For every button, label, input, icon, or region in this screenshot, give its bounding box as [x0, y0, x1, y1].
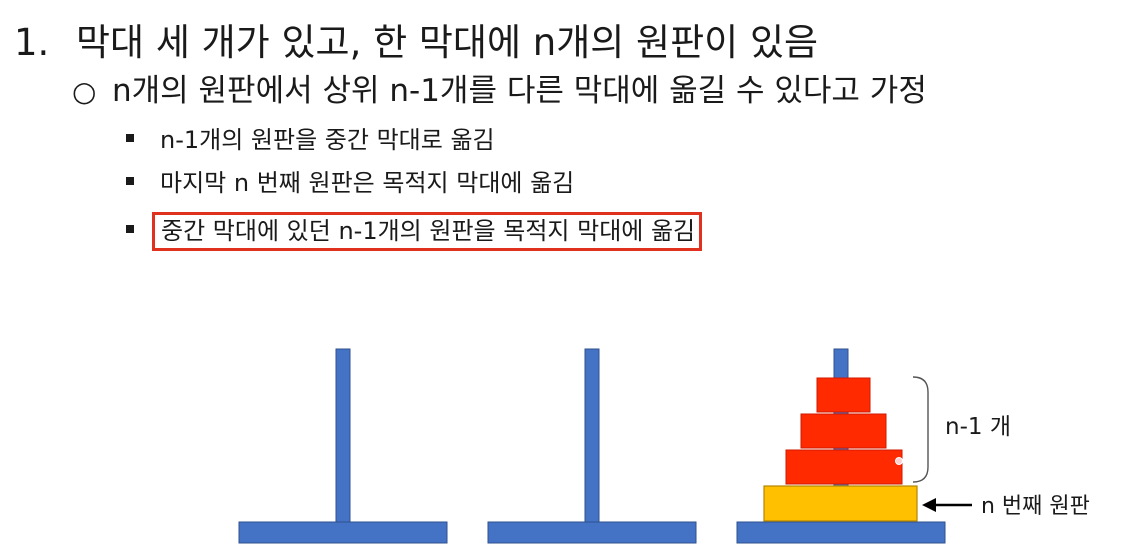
detail-text-2: 마지막 n 번째 원판은 목적지 막대에 옮김 [160, 169, 575, 197]
detail-text-1: n-1개의 원판을 중간 막대로 옮김 [160, 126, 495, 154]
square-bullet-icon [126, 177, 134, 185]
peg-source-base [238, 521, 448, 544]
disk-large [785, 449, 903, 485]
peg-middle [487, 348, 697, 544]
peg-destination-base [736, 521, 946, 544]
step-1-text: 막대 세 개가 있고, 한 막대에 n개의 원판이 있음 [76, 21, 819, 64]
peg-source-pole [335, 348, 351, 524]
square-bullet-icon [126, 225, 134, 233]
sub-step: ○ n개의 원판에서 상위 n-1개를 다른 막대에 옮길 수 있다고 가정 [72, 76, 927, 107]
peg-source [238, 348, 448, 544]
highlighted-step: 중간 막대에 있던 n-1개의 원판을 목적지 막대에 옮김 [152, 212, 703, 251]
peg-middle-pole [584, 348, 600, 524]
circle-bullet-icon: ○ [72, 75, 97, 108]
detail-text-3: 중간 막대에 있던 n-1개의 원판을 목적지 막대에 옮김 [161, 217, 696, 245]
sub-step-text: n개의 원판에서 상위 n-1개를 다른 막대에 옮길 수 있다고 가정 [112, 73, 927, 109]
label-nth-disk: n 번째 원판 [981, 494, 1090, 519]
disk-small [816, 377, 871, 413]
square-bullet-icon [126, 134, 134, 142]
detail-item-1: n-1개의 원판을 중간 막대로 옮김 [126, 128, 495, 152]
arrow-left-icon [922, 498, 972, 512]
disk-nth [763, 485, 918, 522]
peg-middle-base [487, 521, 697, 544]
step-number: 1. [14, 21, 50, 64]
detail-item-3: 중간 막대에 있던 n-1개의 원판을 목적지 막대에 옮김 [126, 212, 703, 251]
step-1-heading: 1. 막대 세 개가 있고, 한 막대에 n개의 원판이 있음 [14, 24, 818, 61]
label-n-minus-1: n-1 개 [945, 414, 1011, 440]
detail-item-2: 마지막 n 번째 원판은 목적지 막대에 옮김 [126, 171, 574, 195]
disk-medium [800, 413, 887, 449]
brace-icon [912, 376, 929, 483]
pointer-dot-icon [895, 457, 903, 465]
